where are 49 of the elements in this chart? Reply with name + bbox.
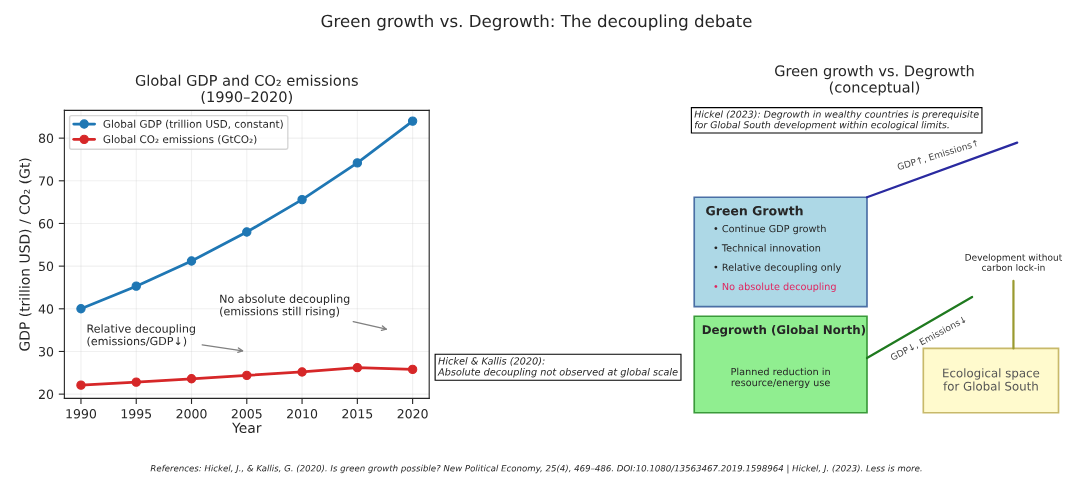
text: Degrowth (Global North) xyxy=(702,324,866,337)
text: Planned reduction in resource/energy use xyxy=(731,367,830,389)
point xyxy=(76,304,86,314)
text: Development without carbon lock-in xyxy=(965,253,1063,271)
text: Hickel & Kallis (2020): Absolute decoupling not observed at global scale xyxy=(437,357,678,378)
point xyxy=(352,362,363,373)
x-tick-label: 2020 xyxy=(397,409,428,419)
point xyxy=(297,367,307,377)
annotation: Relative decoupling (emissions/GDP↓) xyxy=(87,324,195,347)
x-tick-label: 2010 xyxy=(287,409,318,419)
text: • Relative decoupling only xyxy=(714,263,842,273)
text: Green Growth xyxy=(706,205,803,216)
annotation: No absolute decoupling (emissions still rising) xyxy=(220,294,350,318)
point xyxy=(407,116,418,126)
y-tick-label: 50 xyxy=(39,261,54,272)
y-tick-label: 20 xyxy=(38,389,54,400)
text: Green growth vs. Degrowth (conceptual) xyxy=(775,65,974,96)
point xyxy=(76,380,86,390)
point xyxy=(242,227,252,237)
point xyxy=(242,370,252,381)
text: References: Hickel, J., & Kallis, G. (2020). Is green growth possible? New Political Economy, 25(4), 469–486. DOI:10.1080/13563467.2019.1598964 | Hickel, J. (2023). Less is more. xyxy=(150,464,922,474)
y-tick-label: 70 xyxy=(39,176,54,186)
y-tick-label: 60 xyxy=(38,218,54,229)
x-tick-label: 2005 xyxy=(231,409,262,419)
y-tick-label: 80 xyxy=(38,133,54,144)
x-tick-label: 2015 xyxy=(342,409,373,419)
x-axis-title: Year xyxy=(232,422,262,434)
chart-title: Global GDP and CO₂ emissions (1990–2020) xyxy=(135,74,358,104)
x-tick-label: 2000 xyxy=(176,409,207,419)
point xyxy=(352,158,363,168)
point xyxy=(131,281,141,291)
point xyxy=(186,374,197,384)
point xyxy=(186,256,197,266)
legend-label: Global GDP (trillion USD, constant) xyxy=(103,119,283,130)
point xyxy=(407,364,418,375)
y-tick-label: 40 xyxy=(38,304,54,314)
point xyxy=(297,194,307,205)
x-tick-label: 1995 xyxy=(121,409,152,419)
x-tick-label: 1990 xyxy=(66,409,97,419)
point xyxy=(131,377,141,387)
y-axis-title: GDP (trillion USD) / CO₂ (Gt) xyxy=(19,158,32,351)
text: • No absolute decoupling xyxy=(714,282,836,293)
legend-label: Global CO₂ emissions (GtCO₂) xyxy=(103,135,257,145)
text: Ecological space for Global South xyxy=(943,368,1040,391)
text: • Continue GDP growth xyxy=(714,224,826,235)
y-tick-label: 30 xyxy=(39,346,54,357)
text: • Technical innovation xyxy=(714,244,821,252)
text: Green growth vs. Degrowth: The decoupling debate xyxy=(321,14,752,31)
text: Hickel (2023): Degrowth in wealthy countries is prerequisite for Global South development within ecological limits. xyxy=(694,110,979,131)
